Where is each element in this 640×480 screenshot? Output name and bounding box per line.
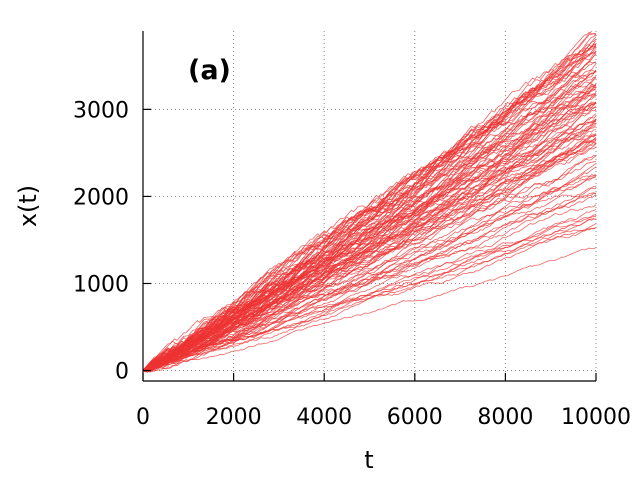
trajectory-line [143,154,596,371]
trajectory-line [143,146,596,371]
y-tick-label: 1000 [73,272,129,297]
x-tick-label: 6000 [387,405,443,430]
trajectory-line [143,94,596,373]
trajectory-line [143,77,596,373]
y-tick-label: 0 [115,360,129,385]
trajectory-line [143,139,596,372]
y-tick-label: 3000 [73,98,129,123]
y-tick-label: 2000 [73,185,129,210]
trajectory-line [143,51,596,371]
trajectory-line [143,43,596,371]
x-tick-label: 8000 [477,405,533,430]
trajectory-line [143,227,596,371]
trajectory-line [143,69,596,371]
x-tick-label: 0 [136,405,150,430]
trajectory-line [143,31,593,371]
trajectory-line [143,129,596,371]
x-tick-label: 2000 [206,405,262,430]
x-tick-label: 4000 [296,405,352,430]
y-axis-label: x(t) [14,185,42,227]
axes [142,31,596,382]
trajectory-line [143,120,596,371]
trajectory-line [143,140,596,373]
series-group [143,31,596,373]
trajectory-line [143,194,596,371]
trajectory-line [143,101,596,371]
x-axis-label: t [364,446,373,474]
trajectory-line [143,45,596,371]
trajectory-line [143,174,596,372]
x-tick-label: 10000 [561,405,631,430]
ticks: 0 2000 4000 6000 8000 10000 0 1000 2000 3000 [73,98,631,430]
trajectory-line [143,218,596,371]
panel-label: (a) [188,55,231,86]
trajectory-line [143,86,596,371]
trajectory-line [143,247,596,371]
